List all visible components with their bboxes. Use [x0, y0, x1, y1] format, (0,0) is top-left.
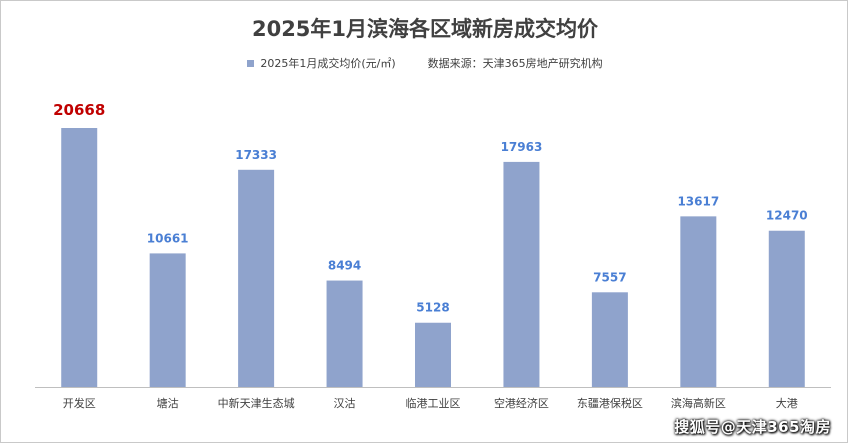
data-label: 13617 [677, 194, 719, 208]
bar [503, 161, 540, 387]
data-label: 10661 [147, 231, 189, 245]
legend: 2025年1月成交均价(元/㎡) 数据来源：天津365房地产研究机构 [1, 55, 848, 71]
x-tick-label: 东疆港保税区 [577, 396, 643, 410]
bar [680, 216, 717, 387]
x-tick-label: 塘沽 [157, 396, 179, 410]
bar [415, 322, 451, 387]
data-label: 17333 [235, 148, 277, 162]
data-label: 20668 [53, 101, 105, 119]
bar [149, 253, 186, 387]
legend-series-label: 2025年1月成交均价(元/㎡) [260, 57, 396, 70]
bar [591, 292, 628, 387]
data-label: 7557 [593, 270, 626, 284]
data-label: 17963 [501, 140, 543, 154]
bar [61, 128, 98, 387]
data-label: 8494 [328, 259, 361, 273]
legend-swatch [247, 59, 255, 67]
x-tick-label: 开发区 [63, 396, 96, 410]
x-tick-label: 临港工业区 [406, 396, 461, 410]
bar [238, 169, 275, 387]
bar [326, 280, 363, 387]
x-tick-label: 中新天津生态城 [218, 396, 295, 410]
data-label: 12470 [766, 209, 808, 223]
x-tick-label: 汉沽 [334, 397, 356, 410]
chart-title: 2025年1月滨海各区域新房成交均价 [251, 17, 599, 41]
x-tick-label: 空港经济区 [494, 396, 549, 410]
data-label: 5128 [416, 301, 449, 315]
source-note: 数据来源：天津365房地产研究机构 [427, 57, 603, 70]
x-tick-label: 滨海高新区 [671, 396, 726, 410]
watermark: 搜狐号@天津365淘房 [674, 418, 831, 436]
x-tick-label: 大港 [776, 396, 798, 410]
bar [768, 230, 805, 387]
